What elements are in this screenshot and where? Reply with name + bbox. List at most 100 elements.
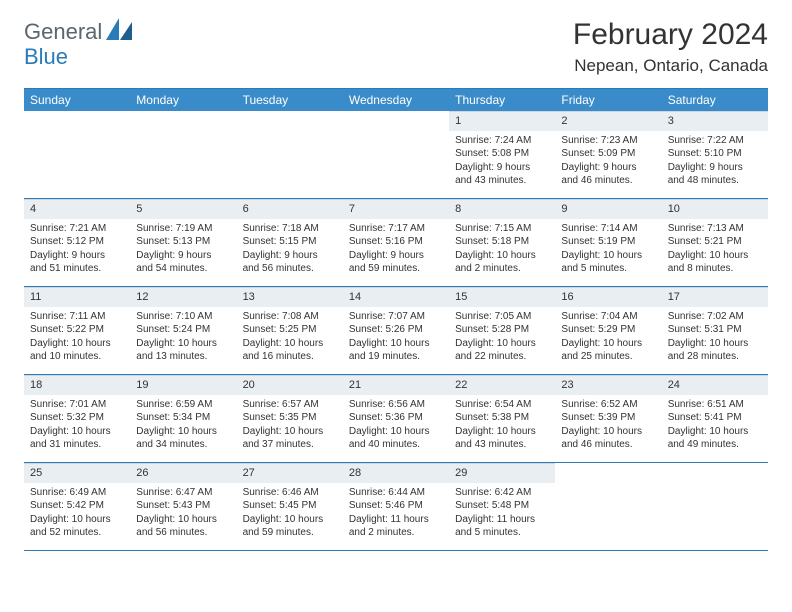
day-number (662, 463, 768, 467)
day-cell (662, 463, 768, 550)
day-body: Sunrise: 7:14 AMSunset: 5:19 PMDaylight:… (555, 219, 661, 282)
day-number: 26 (130, 463, 236, 483)
day-number: 11 (24, 287, 130, 307)
daylight-line: Daylight: 10 hours (455, 337, 549, 351)
daylight-line: and 43 minutes. (455, 174, 549, 188)
day-number: 13 (237, 287, 343, 307)
sunrise-line: Sunrise: 6:46 AM (243, 486, 337, 500)
daylight-line: and 49 minutes. (668, 438, 762, 452)
daylight-line: Daylight: 10 hours (561, 249, 655, 263)
day-number: 2 (555, 111, 661, 131)
daylight-line: and 2 minutes. (349, 526, 443, 540)
day-number: 3 (662, 111, 768, 131)
daylight-line: and 59 minutes. (349, 262, 443, 276)
day-cell: 4Sunrise: 7:21 AMSunset: 5:12 PMDaylight… (24, 199, 130, 286)
day-body: Sunrise: 7:21 AMSunset: 5:12 PMDaylight:… (24, 219, 130, 282)
daylight-line: Daylight: 9 hours (561, 161, 655, 175)
day-number: 18 (24, 375, 130, 395)
sunrise-line: Sunrise: 7:21 AM (30, 222, 124, 236)
daylight-line: Daylight: 10 hours (561, 337, 655, 351)
sunset-line: Sunset: 5:46 PM (349, 499, 443, 513)
day-number: 17 (662, 287, 768, 307)
sunset-line: Sunset: 5:29 PM (561, 323, 655, 337)
daylight-line: and 16 minutes. (243, 350, 337, 364)
sunrise-line: Sunrise: 6:51 AM (668, 398, 762, 412)
day-number: 15 (449, 287, 555, 307)
sunset-line: Sunset: 5:10 PM (668, 147, 762, 161)
sunrise-line: Sunrise: 6:57 AM (243, 398, 337, 412)
dayhead-fri: Friday (555, 89, 661, 111)
daylight-line: Daylight: 11 hours (349, 513, 443, 527)
daylight-line: and 25 minutes. (561, 350, 655, 364)
daylight-line: and 13 minutes. (136, 350, 230, 364)
day-body: Sunrise: 6:51 AMSunset: 5:41 PMDaylight:… (662, 395, 768, 458)
day-cell: 8Sunrise: 7:15 AMSunset: 5:18 PMDaylight… (449, 199, 555, 286)
day-body: Sunrise: 7:10 AMSunset: 5:24 PMDaylight:… (130, 307, 236, 370)
day-body: Sunrise: 6:47 AMSunset: 5:43 PMDaylight:… (130, 483, 236, 546)
day-cell: 23Sunrise: 6:52 AMSunset: 5:39 PMDayligh… (555, 375, 661, 462)
dayhead-sat: Saturday (662, 89, 768, 111)
sunrise-line: Sunrise: 6:56 AM (349, 398, 443, 412)
sunrise-line: Sunrise: 7:14 AM (561, 222, 655, 236)
daylight-line: Daylight: 10 hours (668, 425, 762, 439)
sunrise-line: Sunrise: 7:07 AM (349, 310, 443, 324)
daylight-line: Daylight: 10 hours (30, 513, 124, 527)
day-body: Sunrise: 6:57 AMSunset: 5:35 PMDaylight:… (237, 395, 343, 458)
sunrise-line: Sunrise: 7:22 AM (668, 134, 762, 148)
calendar-page: General February 2024 Nepean, Ontario, C… (0, 0, 792, 612)
sunrise-line: Sunrise: 7:17 AM (349, 222, 443, 236)
sunset-line: Sunset: 5:09 PM (561, 147, 655, 161)
dayhead-sun: Sunday (24, 89, 130, 111)
day-cell: 15Sunrise: 7:05 AMSunset: 5:28 PMDayligh… (449, 287, 555, 374)
daylight-line: Daylight: 10 hours (561, 425, 655, 439)
week-row: 1Sunrise: 7:24 AMSunset: 5:08 PMDaylight… (24, 111, 768, 199)
sunrise-line: Sunrise: 6:59 AM (136, 398, 230, 412)
day-cell: 29Sunrise: 6:42 AMSunset: 5:48 PMDayligh… (449, 463, 555, 550)
day-body: Sunrise: 7:04 AMSunset: 5:29 PMDaylight:… (555, 307, 661, 370)
calendar-grid: Sunday Monday Tuesday Wednesday Thursday… (24, 88, 768, 551)
sunrise-line: Sunrise: 7:24 AM (455, 134, 549, 148)
day-number: 7 (343, 199, 449, 219)
day-cell: 26Sunrise: 6:47 AMSunset: 5:43 PMDayligh… (130, 463, 236, 550)
day-cell: 10Sunrise: 7:13 AMSunset: 5:21 PMDayligh… (662, 199, 768, 286)
daylight-line: Daylight: 10 hours (136, 513, 230, 527)
day-number (130, 111, 236, 115)
sunset-line: Sunset: 5:32 PM (30, 411, 124, 425)
day-body: Sunrise: 7:22 AMSunset: 5:10 PMDaylight:… (662, 131, 768, 194)
day-number: 29 (449, 463, 555, 483)
sunrise-line: Sunrise: 7:13 AM (668, 222, 762, 236)
daylight-line: and 56 minutes. (243, 262, 337, 276)
day-number: 6 (237, 199, 343, 219)
sunset-line: Sunset: 5:35 PM (243, 411, 337, 425)
day-number: 4 (24, 199, 130, 219)
day-number: 12 (130, 287, 236, 307)
brand-text-1: General (24, 19, 102, 45)
day-cell: 7Sunrise: 7:17 AMSunset: 5:16 PMDaylight… (343, 199, 449, 286)
day-number: 25 (24, 463, 130, 483)
day-cell (555, 463, 661, 550)
sunset-line: Sunset: 5:19 PM (561, 235, 655, 249)
day-number: 21 (343, 375, 449, 395)
daylight-line: and 51 minutes. (30, 262, 124, 276)
day-number: 5 (130, 199, 236, 219)
day-cell: 24Sunrise: 6:51 AMSunset: 5:41 PMDayligh… (662, 375, 768, 462)
sunset-line: Sunset: 5:08 PM (455, 147, 549, 161)
daylight-line: Daylight: 9 hours (455, 161, 549, 175)
day-body: Sunrise: 7:11 AMSunset: 5:22 PMDaylight:… (24, 307, 130, 370)
dayhead-thu: Thursday (449, 89, 555, 111)
sunset-line: Sunset: 5:31 PM (668, 323, 762, 337)
day-body: Sunrise: 7:15 AMSunset: 5:18 PMDaylight:… (449, 219, 555, 282)
day-cell: 12Sunrise: 7:10 AMSunset: 5:24 PMDayligh… (130, 287, 236, 374)
daylight-line: Daylight: 9 hours (243, 249, 337, 263)
dayhead-mon: Monday (130, 89, 236, 111)
sunrise-line: Sunrise: 7:02 AM (668, 310, 762, 324)
daylight-line: and 46 minutes. (561, 174, 655, 188)
day-number (24, 111, 130, 115)
daylight-line: and 46 minutes. (561, 438, 655, 452)
sunrise-line: Sunrise: 6:42 AM (455, 486, 549, 500)
day-cell: 3Sunrise: 7:22 AMSunset: 5:10 PMDaylight… (662, 111, 768, 198)
day-body: Sunrise: 6:52 AMSunset: 5:39 PMDaylight:… (555, 395, 661, 458)
sunset-line: Sunset: 5:42 PM (30, 499, 124, 513)
day-number: 10 (662, 199, 768, 219)
daylight-line: and 10 minutes. (30, 350, 124, 364)
